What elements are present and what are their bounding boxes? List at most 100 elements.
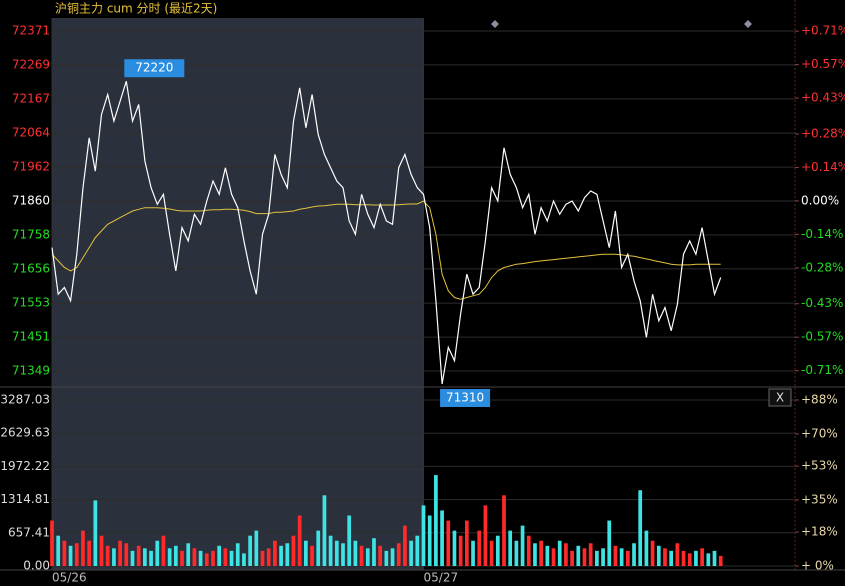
volume-bar (396, 543, 401, 566)
volume-bar (669, 550, 674, 566)
series-line (51, 200, 721, 300)
volume-bar (427, 515, 432, 566)
volume-bar (607, 520, 612, 566)
y2-tick-label: +35% (801, 492, 838, 506)
volume-bar (334, 540, 339, 566)
volume-bar (718, 555, 723, 566)
volume-bar (644, 530, 649, 566)
volume-bar (223, 548, 228, 566)
x-tick-label: 05/26 (52, 571, 87, 585)
volume-bar (143, 548, 147, 566)
volume-bar (545, 545, 550, 566)
y2-tick-label: +0.57% (801, 57, 845, 71)
y-tick-label: 71860 (12, 194, 50, 208)
volume-bar (328, 535, 333, 566)
y2-tick-label: +0.71% (801, 24, 845, 38)
volume-bar (458, 535, 463, 566)
volume-bar (149, 550, 153, 566)
volume-bar (390, 548, 395, 566)
volume-bar (105, 545, 110, 566)
volume-bar (285, 543, 290, 566)
volume-bar (700, 548, 704, 566)
volume-bar (384, 550, 389, 566)
close-button-label[interactable]: X (776, 391, 784, 405)
volume-bar (446, 520, 451, 566)
volume-bar (514, 540, 519, 566)
low-label: 71310 (446, 391, 484, 405)
series-line (51, 81, 722, 385)
high-label-box (124, 59, 185, 78)
volume-bar (452, 530, 457, 566)
volume-bar (539, 540, 543, 566)
volume-bar (217, 545, 222, 566)
volume-bar (656, 545, 661, 566)
grid (51, 18, 795, 570)
volume-bar (273, 540, 277, 566)
volume-bar (681, 550, 686, 566)
y2-tick-label: +0.14% (801, 160, 845, 174)
volume-bar (464, 520, 469, 566)
volume-bar (68, 545, 73, 566)
volume-bar (440, 510, 444, 566)
volume-bar (365, 548, 370, 566)
volume-bar (304, 540, 308, 566)
volume-bar (403, 525, 407, 566)
volume-bar (638, 490, 643, 566)
close-button[interactable] (768, 388, 792, 407)
y2-tick-label: +88% (801, 392, 838, 406)
y2-tick-label: -0.14% (801, 227, 843, 241)
volume-bar (93, 500, 98, 566)
volume-bar (74, 543, 79, 566)
volume-bar (155, 540, 160, 566)
volume-bar (378, 545, 383, 566)
volume-bar (675, 543, 680, 566)
y2-tick-label: -0.28% (801, 260, 843, 274)
volume-bar (204, 553, 209, 566)
volume-bar (421, 505, 426, 566)
y-tick-label: 72167 (12, 91, 50, 105)
volume-bar (694, 550, 698, 566)
volume-bar (712, 550, 717, 566)
volume-bar (613, 545, 618, 566)
volume-bar (533, 543, 537, 566)
volume-bar (341, 543, 345, 566)
volume-bar (632, 543, 636, 566)
y-tick-label: 1972.22 (0, 459, 50, 473)
volume-bar (124, 543, 129, 566)
y-tick-label: 71349 (12, 364, 50, 378)
y2-tick-label: +53% (801, 459, 838, 473)
y-tick-label: 72269 (12, 57, 50, 71)
volume-bar (260, 550, 265, 566)
y-tick-label: 2629.63 (0, 426, 50, 440)
volume-bar (186, 543, 191, 566)
volume-bar (322, 495, 327, 566)
volume-bar (495, 535, 500, 566)
volume-bar (167, 548, 172, 566)
volume-bar (434, 475, 438, 566)
volume-bar (483, 505, 488, 566)
volume-bar (50, 520, 54, 566)
volume-bar (62, 540, 67, 566)
low-label-box (440, 389, 491, 408)
y-tick-label: 71553 (12, 296, 50, 310)
volume-bar (56, 535, 61, 566)
volume-bar (706, 553, 711, 566)
y2-tick-label: +0.43% (801, 91, 845, 105)
y2-tick-label: +70% (801, 426, 838, 440)
y2-tick-label: +0.28% (801, 126, 845, 140)
volume-bar (118, 540, 122, 566)
y-tick-label: 71656 (12, 261, 50, 275)
volume-bar (489, 540, 494, 566)
y-tick-label: 657.41 (8, 525, 50, 539)
y-tick-label: 71451 (12, 330, 50, 344)
volume-bar (625, 550, 630, 566)
volume-bar (248, 535, 252, 566)
y2-tick-label: -0.71% (801, 363, 843, 377)
volume-bar (619, 548, 624, 566)
volume-bar (508, 530, 513, 566)
volume-bar (99, 535, 104, 566)
volume-bar (520, 525, 525, 566)
volume-bar (87, 540, 92, 566)
day-one-shade (52, 18, 424, 570)
